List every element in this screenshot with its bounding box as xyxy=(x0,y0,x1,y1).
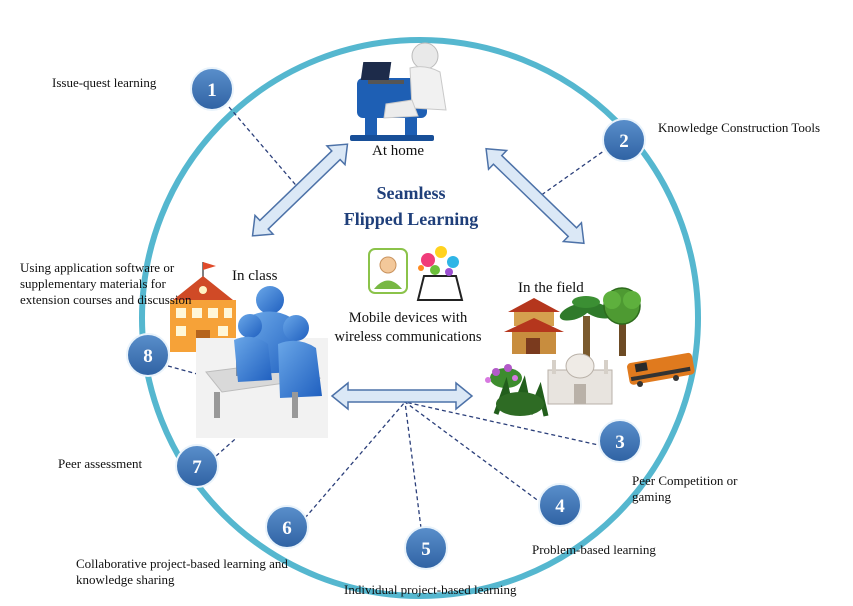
node-5: 5 xyxy=(404,526,448,570)
svg-text:7: 7 xyxy=(192,457,202,478)
node-label-5: Individual project-based learning xyxy=(344,582,517,597)
node-8: 8 xyxy=(126,333,170,377)
laptop-user-icon xyxy=(350,42,447,141)
node-label-3: Peer Competition or gaming xyxy=(632,473,738,504)
connector-2 xyxy=(539,147,609,197)
node-1: 1 xyxy=(190,67,234,111)
arrow-class-field xyxy=(330,381,474,411)
node-label-6: Collaborative project-based learning and… xyxy=(76,556,288,587)
title-line-1: Seamless xyxy=(376,183,446,203)
connector-1 xyxy=(228,106,301,191)
person-icon xyxy=(368,248,408,294)
node-4: 4 xyxy=(538,483,582,527)
node-3: 3 xyxy=(598,419,642,463)
node-label-2: Knowledge Construction Tools xyxy=(658,120,821,135)
node-2: 2 xyxy=(602,118,646,162)
svg-text:3: 3 xyxy=(615,432,625,453)
pagoda-icon xyxy=(504,298,564,354)
connector-8 xyxy=(167,365,231,384)
scene-label-class: In class xyxy=(232,268,278,284)
arrow-home-field xyxy=(485,147,585,245)
svg-text:4: 4 xyxy=(555,496,565,517)
train-icon xyxy=(627,352,695,387)
taj-mahal-icon xyxy=(547,353,613,405)
node-label-8: Using application software or supplement… xyxy=(20,260,192,307)
tree-icon xyxy=(603,287,641,356)
svg-text:2: 2 xyxy=(619,131,629,152)
node-label-1: Issue-quest learning xyxy=(52,75,157,90)
tablet-splash-icon xyxy=(416,246,464,301)
palm-tree-icon xyxy=(559,296,613,358)
scene-label-home: At home xyxy=(372,143,425,159)
node-7: 7 xyxy=(175,444,219,488)
scene-label-field: In the field xyxy=(518,280,584,296)
diagram-title: Seamless Flipped Learning xyxy=(311,180,511,232)
title-line-2: Flipped Learning xyxy=(343,209,479,229)
mobile-line-1: Mobile devices with xyxy=(348,310,468,326)
connector-4 xyxy=(404,401,549,509)
mobile-line-2: wireless communications xyxy=(334,329,482,345)
svg-text:1: 1 xyxy=(207,80,217,101)
node-label-4: Problem-based learning xyxy=(532,542,656,557)
connector-5 xyxy=(404,401,422,529)
node-label-7: Peer assessment xyxy=(58,456,143,471)
svg-text:6: 6 xyxy=(282,518,292,539)
arrow-home-class xyxy=(251,143,349,237)
people-at-desk-icon xyxy=(196,286,328,438)
outer-ring xyxy=(139,37,701,599)
svg-text:8: 8 xyxy=(143,346,153,367)
connector-6 xyxy=(304,401,406,519)
flowers-icon xyxy=(485,364,549,417)
mobile-devices-label: Mobile devices with wireless communicati… xyxy=(308,309,508,347)
svg-text:5: 5 xyxy=(421,539,431,560)
connector-3 xyxy=(404,401,604,447)
node-6: 6 xyxy=(265,505,309,549)
